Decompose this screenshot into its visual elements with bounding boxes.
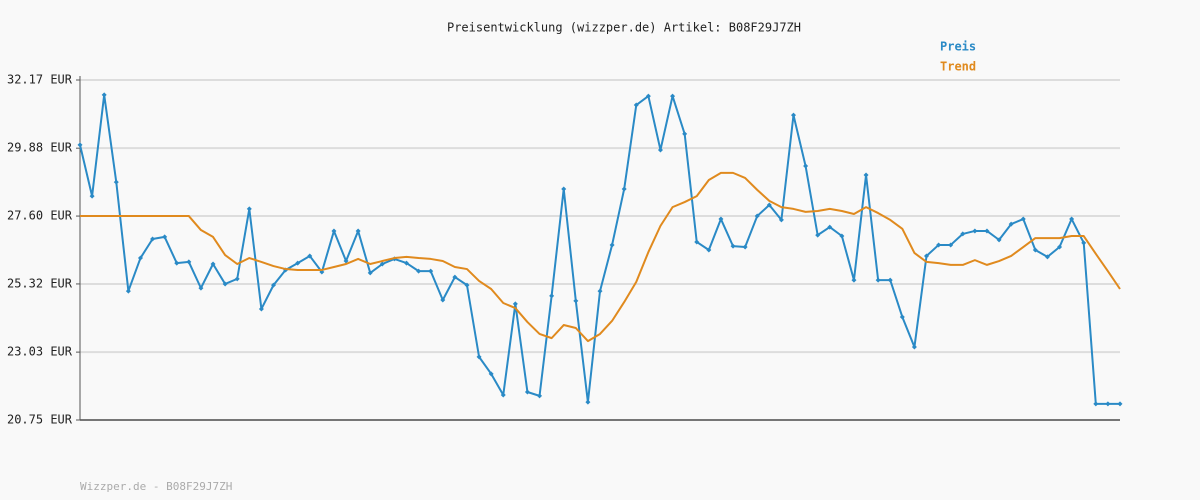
data-point [1105,401,1111,407]
y-tick-label: 32.17 EUR [7,73,73,87]
legend-entry: Preis [940,40,976,54]
line-trend [80,171,1121,343]
data-point [924,253,930,259]
chart-title: Preisentwicklung (wizzper.de) Artikel: B… [447,21,801,35]
data-point [1117,401,1123,407]
data-point [307,253,313,259]
data-point [936,242,942,248]
data-point [585,399,591,405]
data-point [77,142,83,148]
data-point [742,244,748,250]
data-point [996,237,1002,243]
data-point [1020,216,1026,222]
data-point [911,344,917,350]
data-point [645,93,651,99]
data-point [464,282,470,288]
data-point [766,202,772,208]
data-point [210,261,216,267]
data-point [972,228,978,234]
data-point [500,392,506,398]
data-point [573,298,579,304]
data-point [609,242,615,248]
footer: Wizzper.de - B08F29J7ZH [80,480,232,493]
data-point [803,163,809,169]
data-point [258,306,264,312]
data-point [863,172,869,178]
data-point [379,261,385,267]
data-point [234,276,240,282]
data-point [670,93,676,99]
data-point [621,186,627,192]
data-point [125,288,131,294]
data-point [1081,240,1087,246]
data-point [778,217,784,223]
data-point [1008,221,1014,227]
data-point [162,234,168,240]
data-point [488,371,494,377]
data-point [331,228,337,234]
data-point [1057,244,1063,250]
data-point [428,268,434,274]
data-point [790,112,796,118]
data-point [150,236,156,242]
data-point [186,259,192,265]
data-point [246,206,252,212]
y-tick-label: 27.60 EUR [7,209,73,223]
legend-entry: Trend [940,60,976,74]
data-point [875,277,881,283]
y-tick-label: 29.88 EUR [7,141,73,155]
data-point [549,293,555,299]
data-point [633,102,639,108]
data-point [404,260,410,266]
data-point [512,301,518,307]
data-point [1069,216,1075,222]
data-point [440,297,446,303]
data-point [754,213,760,219]
data-point [694,239,700,245]
data-point [101,92,107,98]
data-point [682,131,688,137]
data-point [815,232,821,238]
data-point [343,258,349,264]
data-point [452,274,458,280]
data-point [1093,401,1099,407]
data-point [270,282,276,288]
data-point [113,179,119,185]
data-point [984,228,990,234]
data-point [597,288,603,294]
y-tick-label: 20.75 EUR [7,413,73,427]
data-point [561,186,567,192]
data-point [1044,254,1050,260]
data-point [1032,247,1038,253]
data-point [524,389,530,395]
data-point [706,247,712,253]
data-point [476,354,482,360]
data-point [416,268,422,274]
data-point [355,228,361,234]
data-point [827,224,833,230]
data-point [367,270,373,276]
data-point [839,233,845,239]
y-tick-label: 25.32 EUR [7,276,73,290]
data-point [851,277,857,283]
data-point [198,285,204,291]
data-point [222,281,228,287]
data-point [174,260,180,266]
data-point [948,242,954,248]
data-point [730,243,736,249]
data-point [718,216,724,222]
data-point [960,231,966,237]
data-point [295,260,301,266]
data-point [537,393,543,399]
data-point [657,147,663,153]
data-point [89,193,95,199]
data-point [887,277,893,283]
y-tick-label: 23.03 EUR [7,345,73,359]
data-point [899,314,905,320]
data-point [137,255,143,261]
